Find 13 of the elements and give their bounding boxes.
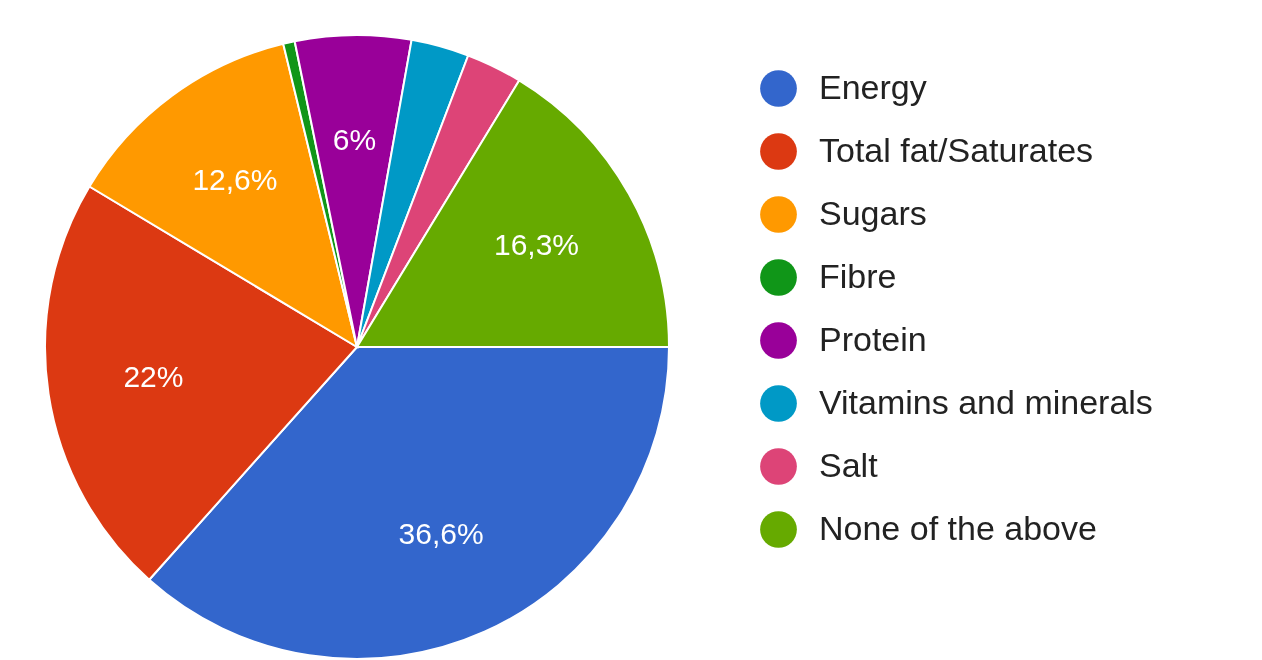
legend-label: Vitamins and minerals [819, 382, 1153, 421]
legend-label: Protein [819, 319, 927, 358]
data-label: 16,3% [493, 228, 580, 262]
data-label: 36,6% [398, 516, 484, 550]
legend-label: Salt [819, 445, 879, 484]
data-label: 12,6% [192, 163, 278, 197]
data-label: 6% [332, 123, 377, 157]
legend-label: Sugars [819, 193, 927, 232]
legend-label: Total fat/Saturates [819, 130, 1094, 169]
legend-label: Fibre [819, 256, 897, 295]
legend-label: None of the above [819, 508, 1097, 547]
legend-label: Energy [819, 67, 927, 106]
data-label: 22% [123, 359, 184, 393]
